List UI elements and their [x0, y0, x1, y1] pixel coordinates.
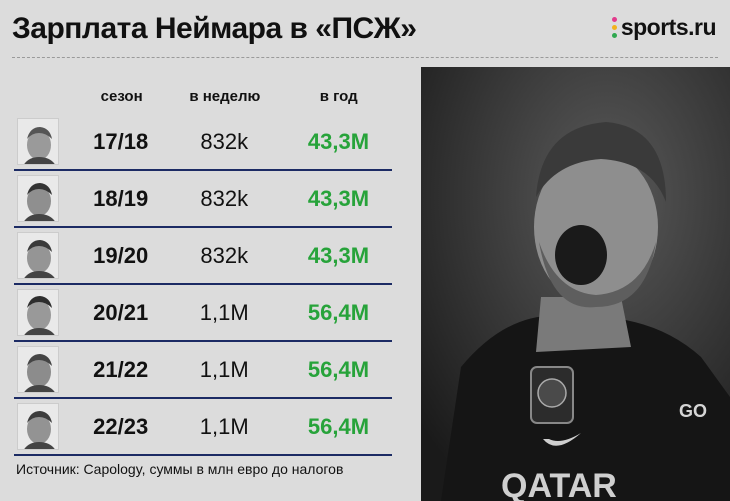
- svg-text:QATAR: QATAR: [501, 467, 617, 501]
- header-per-year: в год: [319, 88, 358, 105]
- player-avatar: [17, 289, 59, 336]
- per-week-cell: 832k: [200, 242, 249, 268]
- table-row: 20/21 1,1M 56,4M: [14, 285, 392, 342]
- svg-text:GO: GO: [679, 401, 707, 421]
- per-year-cell: 43,3M: [307, 185, 370, 211]
- brand-text: sports.ru: [620, 14, 717, 40]
- player-avatar: [17, 175, 59, 222]
- brand-dots-icon: [611, 17, 617, 38]
- season-cell: 21/22: [93, 356, 149, 382]
- per-week-cell: 1,1M: [199, 356, 249, 382]
- per-year-cell: 56,4M: [307, 413, 370, 439]
- page-title: Зарплата Неймара в «ПСЖ»: [12, 12, 417, 45]
- title-divider: [12, 57, 718, 58]
- season-cell: 19/20: [93, 242, 149, 268]
- per-week-cell: 832k: [200, 128, 249, 154]
- per-year-cell: 56,4M: [307, 299, 370, 325]
- table-header: сезон в неделю в год: [14, 88, 392, 114]
- per-week-cell: 1,1M: [199, 413, 249, 439]
- table-row: 18/19 832k 43,3M: [14, 171, 392, 228]
- salary-table: сезон в неделю в год 17/18 832k 43,3M 18…: [14, 88, 392, 456]
- per-year-cell: 43,3M: [307, 128, 370, 154]
- table-row: 21/22 1,1M 56,4M: [14, 342, 392, 399]
- player-avatar: [17, 118, 59, 165]
- season-cell: 20/21: [93, 299, 149, 325]
- player-avatar: [17, 346, 59, 393]
- season-cell: 22/23: [93, 413, 149, 439]
- table-row: 17/18 832k 43,3M: [14, 114, 392, 171]
- table-row: 19/20 832k 43,3M: [14, 228, 392, 285]
- per-week-cell: 1,1M: [199, 299, 249, 325]
- per-year-cell: 43,3M: [307, 242, 370, 268]
- per-year-cell: 56,4M: [307, 356, 370, 382]
- per-week-cell: 832k: [200, 185, 249, 211]
- header-season: сезон: [100, 88, 143, 105]
- table-row: 22/23 1,1M 56,4M: [14, 399, 392, 456]
- source-note: Источник: Capology, суммы в млн евро до …: [16, 461, 344, 477]
- player-photo: GO QATAR: [421, 67, 730, 501]
- player-avatar: [17, 232, 59, 279]
- season-cell: 17/18: [93, 128, 149, 154]
- season-cell: 18/19: [93, 185, 149, 211]
- player-avatar: [17, 403, 59, 450]
- header-per-week: в неделю: [189, 88, 261, 105]
- brand-logo: sports.ru: [611, 14, 717, 41]
